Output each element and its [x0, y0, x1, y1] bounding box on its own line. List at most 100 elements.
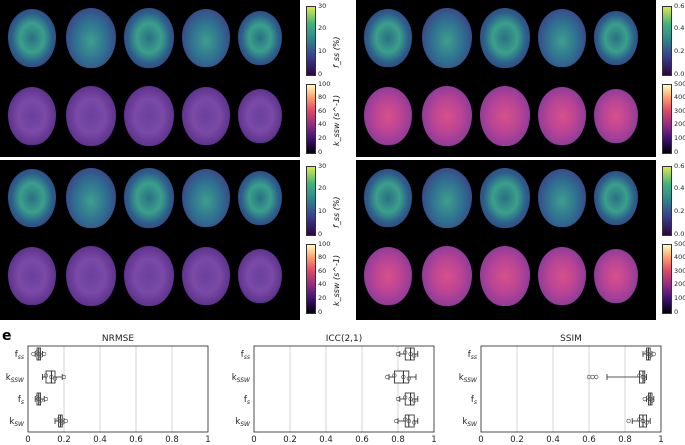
x-tick-label: 0.2 — [510, 435, 524, 445]
brain-slice — [182, 9, 230, 67]
brain-slice — [422, 86, 472, 146]
brain-slice — [594, 89, 638, 143]
colorbar-tick-label: 100 — [318, 239, 331, 248]
colorbar — [306, 6, 316, 76]
brain-slice — [124, 86, 174, 146]
outlier-point — [651, 351, 656, 357]
x-tick-label: 0.8 — [391, 435, 405, 445]
brain-slice — [364, 9, 412, 67]
x-tick-label: 0.6 — [355, 435, 369, 445]
plot-frame — [253, 345, 435, 433]
colorbar-label: k_ssw (s^-1) — [332, 94, 341, 146]
brain-slice — [8, 169, 56, 227]
data-point — [648, 396, 653, 402]
box — [393, 370, 410, 384]
data-point — [56, 417, 61, 422]
data-point — [412, 398, 417, 403]
data-point — [637, 417, 642, 422]
outlier-point — [31, 351, 36, 357]
data-point — [34, 350, 40, 355]
brain-slice — [66, 8, 116, 68]
data-point — [649, 398, 655, 403]
colorbar — [306, 244, 316, 314]
y-category-label: fss — [468, 350, 477, 361]
data-point — [36, 351, 41, 357]
box — [58, 414, 63, 428]
colorbar-tick-label: 40 — [318, 120, 327, 129]
colorbar-tick-label: 10 — [318, 206, 327, 215]
data-point — [38, 353, 43, 358]
x-tick-label: 1 — [205, 435, 210, 445]
colorbar-tick-label: 0.2 — [674, 206, 685, 215]
data-point — [646, 351, 651, 357]
colorbar-tick-label: 300 — [674, 106, 685, 115]
outlier-point — [395, 351, 401, 357]
data-point — [412, 420, 417, 425]
outlier-point — [43, 396, 49, 402]
panel-label-e: e — [2, 328, 12, 344]
colorbar-tick-label: 500 — [674, 239, 685, 248]
colorbar-tick-label: 0.6 — [674, 1, 685, 10]
colorbar — [662, 84, 672, 154]
data-point — [642, 376, 647, 381]
colorbar-tick-label: 0.0 — [674, 229, 685, 238]
brain-slice — [238, 249, 282, 303]
brain-slice — [538, 247, 586, 305]
x-tick-label: 0.4 — [93, 435, 107, 445]
outlier-point — [626, 418, 631, 424]
data-point — [38, 398, 43, 403]
y-category-label: kSW — [462, 417, 478, 428]
data-point — [406, 418, 411, 424]
data-point — [646, 395, 651, 400]
x-tick-label: 0.2 — [57, 435, 71, 445]
x-tick-label: 0.8 — [618, 435, 632, 445]
plot-title: NRMSE — [102, 334, 134, 344]
data-point — [403, 395, 408, 400]
brain-slice — [124, 246, 174, 306]
colorbar-tick-label: 30 — [318, 161, 327, 170]
colorbar-tick-label: 100 — [674, 293, 685, 302]
colorbar-tick-label: 0 — [674, 307, 679, 316]
brain-slice — [480, 86, 530, 146]
colorbar-tick-label: 40 — [318, 280, 327, 289]
brain-slice — [182, 87, 230, 145]
colorbar-tick-label: 20 — [318, 24, 327, 33]
data-point — [403, 350, 408, 355]
data-point — [34, 395, 40, 400]
colorbar-tick-label: 0.2 — [674, 46, 685, 55]
box — [639, 414, 648, 428]
colorbar-tick-label: 20 — [318, 184, 327, 193]
colorbar-tick-label: 30 — [318, 1, 327, 10]
data-point — [58, 418, 63, 424]
outlier-point — [642, 396, 647, 402]
outlier-point — [586, 374, 592, 380]
colorbar-label: k_ssw (s^-1) — [332, 254, 341, 306]
colorbar-tick-label: 60 — [318, 266, 327, 275]
data-point — [49, 374, 54, 380]
brain-slice — [480, 246, 530, 306]
y-category-label: fss — [15, 350, 24, 361]
plot-title: SSIM — [560, 334, 582, 344]
outlier-point — [63, 418, 68, 424]
brain-slice — [594, 249, 638, 303]
y-category-label: kSSW — [6, 373, 25, 384]
box — [404, 414, 415, 428]
brain-slice — [480, 168, 530, 228]
x-tick-label: 0.4 — [546, 435, 560, 445]
colorbar-tick-label: 0 — [674, 147, 679, 156]
colorbar — [662, 244, 672, 314]
colorbar-tick-label: 0 — [318, 307, 323, 316]
outlier-point — [385, 374, 390, 380]
x-tick-label: 1 — [431, 435, 436, 445]
x-tick-label: 0.6 — [129, 435, 143, 445]
brain-slice — [8, 247, 56, 305]
brain-slice — [238, 171, 282, 225]
data-point — [60, 420, 65, 425]
brain-slice — [238, 89, 282, 143]
colorbar-tick-label: 20 — [318, 293, 327, 302]
colorbar-tick-label: 0.6 — [674, 161, 685, 170]
colorbar-tick-label: 100 — [318, 79, 331, 88]
brain-slice — [66, 168, 116, 228]
data-point — [408, 396, 413, 402]
brain-slice — [182, 169, 230, 227]
